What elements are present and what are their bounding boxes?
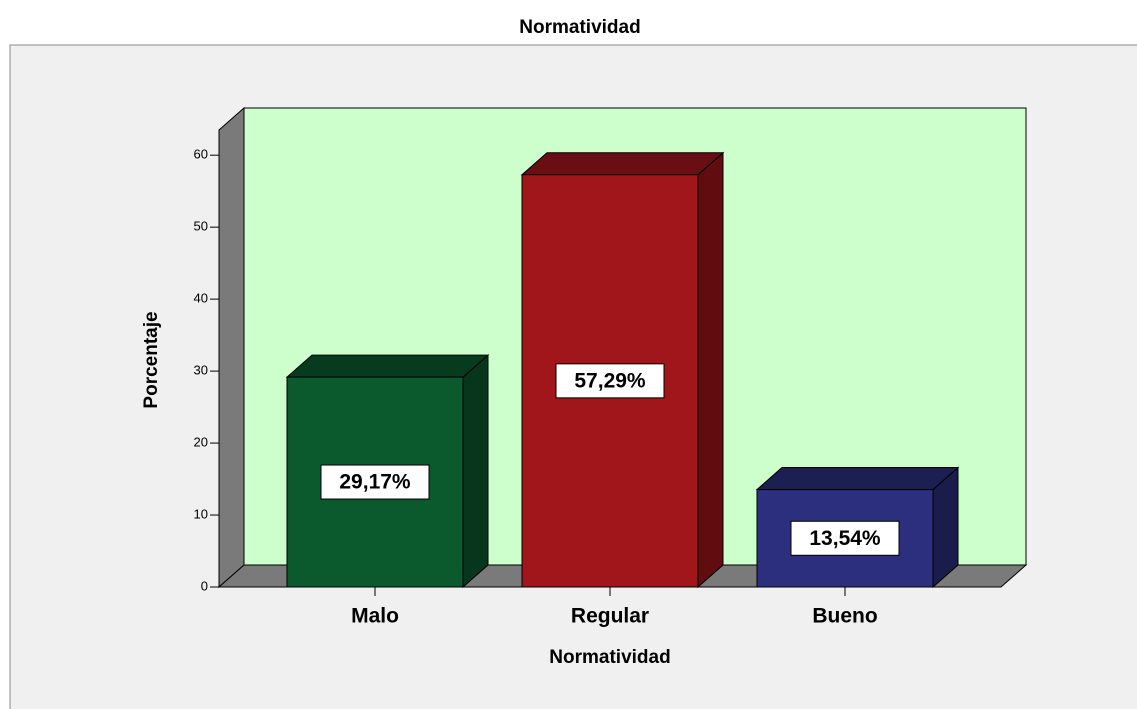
bar-top <box>520 152 725 176</box>
bar-side <box>462 353 489 589</box>
side-wall <box>218 106 245 589</box>
y-tick-label: 60 <box>194 147 208 162</box>
value-label-box <box>790 520 900 556</box>
y-tick-label: 40 <box>194 291 208 306</box>
value-label: 13,54% <box>809 527 881 550</box>
x-tick-label: Malo <box>351 605 399 628</box>
y-tick-label: 50 <box>194 219 208 234</box>
x-tick-label: Bueno <box>812 605 877 628</box>
bar-side <box>697 151 724 589</box>
y-axis-title: Porcentaje <box>141 311 162 408</box>
value-label-box <box>555 363 665 399</box>
y-tick-label: 10 <box>194 506 208 521</box>
y-tick-label: 30 <box>194 363 208 378</box>
value-label-box <box>320 464 430 500</box>
value-label: 57,29% <box>574 369 646 392</box>
y-tick-label: 0 <box>201 578 208 593</box>
x-axis-title: Normatividad <box>549 647 670 668</box>
value-label: 29,17% <box>339 471 411 494</box>
y-tick-label: 20 <box>194 435 208 450</box>
bar-top <box>285 354 490 378</box>
x-tick-label: Regular <box>571 605 649 628</box>
bar-top <box>755 467 960 491</box>
chart-title: Normatividad <box>519 17 640 38</box>
